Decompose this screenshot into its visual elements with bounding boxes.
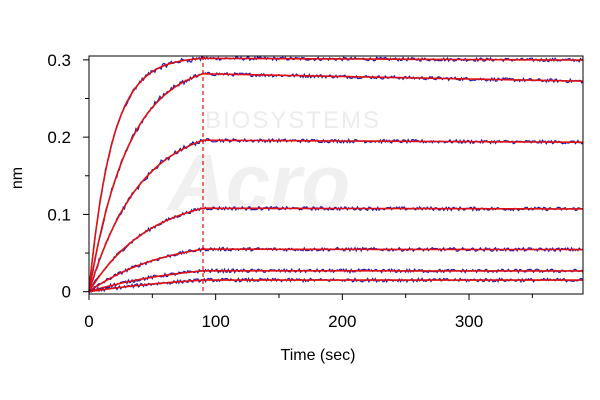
fit-curve-2	[88, 139, 583, 292]
fit-curve-4	[88, 248, 583, 293]
y-axis-label: nm	[9, 167, 26, 189]
series-layer	[88, 55, 584, 294]
x-tick-label-0: 0	[84, 312, 93, 331]
x-tick-label-100: 100	[201, 312, 229, 331]
y-tick-label-0: 0	[62, 283, 71, 302]
x-tick-label-200: 200	[328, 312, 356, 331]
fit-curve-6	[88, 279, 583, 293]
fit-curve-1	[88, 73, 584, 292]
plot-frame	[88, 55, 584, 295]
fit-curve-3	[88, 207, 583, 293]
watermark-acro: Acro	[166, 138, 350, 227]
y-tick-label-2: 0.2	[47, 128, 71, 147]
watermark: BIOSYSTEMS Acro	[166, 107, 381, 227]
fit-curve-0	[88, 57, 583, 292]
fit-curve-5	[88, 270, 583, 293]
watermark-biosystems: BIOSYSTEMS	[205, 107, 381, 134]
y-tick-label-3: 0.3	[47, 51, 71, 70]
x-tick-label-300: 300	[455, 312, 483, 331]
y-tick-label-1: 0.1	[47, 205, 71, 224]
x-axis-label: Time (sec)	[281, 347, 356, 364]
x-axis: 0 100 200 300	[84, 294, 533, 331]
y-axis: 0 0.1 0.2 0.3	[47, 51, 89, 302]
